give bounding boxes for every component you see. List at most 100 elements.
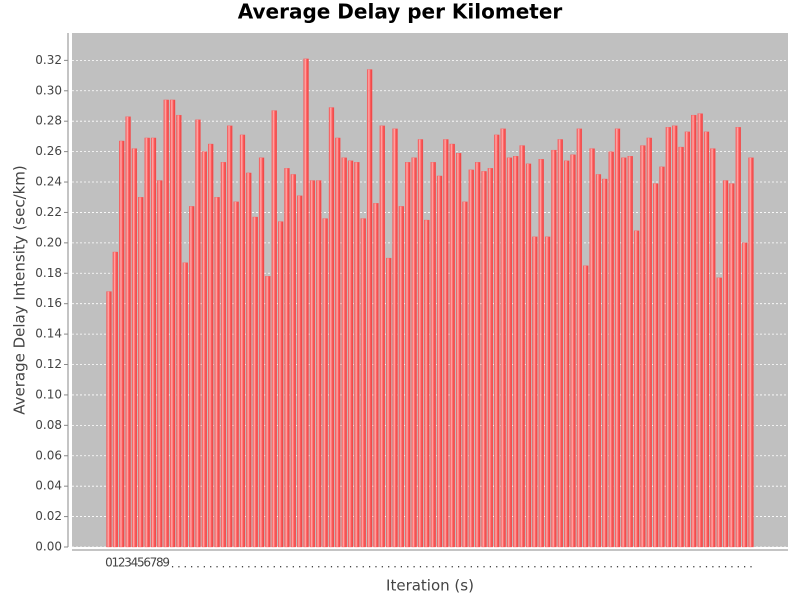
x-tick-stub (191, 566, 193, 568)
bar (665, 127, 671, 548)
bar (112, 251, 118, 548)
bar (233, 201, 239, 548)
y-tick-label: 0.24 (35, 175, 62, 189)
bar (449, 143, 455, 548)
x-tick-stub (254, 566, 256, 568)
x-tick-label: 6 (143, 556, 151, 570)
bar (659, 166, 665, 548)
x-tick-stub (648, 566, 650, 568)
bar (678, 146, 684, 548)
x-tick-stub (655, 566, 657, 568)
x-tick-stub (540, 566, 542, 568)
bar (354, 162, 360, 548)
bar (309, 180, 316, 548)
x-tick-stub (496, 566, 498, 568)
x-tick-stub (527, 566, 530, 568)
x-tick-stub (483, 566, 485, 568)
x-tick-stub (591, 566, 593, 568)
bar (748, 157, 754, 548)
x-tick-stub (737, 566, 739, 568)
bar (462, 201, 468, 548)
x-tick-stub (674, 566, 676, 568)
y-tick-label: 0.00 (35, 540, 62, 554)
bar (729, 183, 735, 548)
x-tick-stub (731, 566, 733, 568)
x-tick-stub (680, 566, 682, 568)
bar (627, 156, 633, 548)
x-tick-stub (451, 566, 453, 568)
x-tick-stub (171, 566, 174, 568)
bar (443, 139, 449, 548)
bar (411, 157, 417, 548)
y-tick-label: 0.30 (35, 83, 62, 97)
bar (583, 265, 589, 548)
bar (564, 160, 570, 548)
bar (163, 99, 169, 548)
x-tick-label: 1 (112, 556, 120, 570)
x-tick-stub (197, 566, 199, 568)
bar (125, 116, 131, 548)
x-tick-stub (184, 566, 186, 568)
bar (417, 139, 424, 548)
chart-title: Average Delay per Kilometer (238, 0, 563, 24)
x-tick-label: 8 (156, 556, 164, 570)
y-tick-label: 0.10 (35, 387, 62, 401)
x-tick-stub (623, 566, 625, 568)
bar (258, 157, 265, 548)
x-tick-label: 4 (131, 556, 139, 570)
x-tick-stub (572, 566, 574, 568)
y-tick-label: 0.08 (35, 418, 62, 432)
bar (455, 152, 462, 548)
x-tick-stub (750, 566, 752, 568)
x-tick-stub (566, 566, 568, 568)
bar (176, 114, 182, 548)
bar (220, 162, 227, 548)
bar (316, 180, 322, 548)
x-tick-stub (553, 566, 555, 568)
x-tick-stub (318, 566, 320, 568)
x-tick-stub (400, 566, 402, 568)
x-tick-stub (458, 566, 460, 568)
bar (468, 169, 474, 548)
bar (214, 197, 220, 548)
x-tick-stub (394, 566, 396, 568)
bar (303, 58, 309, 548)
x-tick-stub (324, 566, 326, 568)
x-tick-stub (546, 566, 549, 568)
bar (169, 99, 176, 548)
x-tick-stub (216, 566, 218, 568)
x-tick-label: 2 (118, 556, 126, 570)
y-tick-label: 0.26 (35, 144, 62, 158)
bar (392, 128, 398, 548)
x-tick-label: 9 (162, 556, 170, 570)
bar (633, 230, 640, 548)
bar (144, 137, 150, 548)
bar (106, 291, 112, 548)
bar (570, 154, 576, 548)
bar (360, 218, 366, 548)
x-tick-stub (375, 566, 377, 568)
bar (271, 110, 277, 548)
bar (608, 151, 614, 548)
x-tick-stub (241, 566, 244, 568)
y-tick-label: 0.32 (35, 53, 62, 67)
bar (653, 183, 659, 548)
x-tick-stub (369, 566, 371, 568)
y-tick-label: 0.12 (35, 357, 62, 371)
bar (500, 128, 506, 548)
x-tick-stub (502, 566, 504, 568)
bar (150, 137, 157, 548)
y-tick-label: 0.16 (35, 296, 62, 310)
x-tick-stub (661, 566, 663, 568)
bar (398, 206, 405, 548)
bar (589, 148, 595, 548)
bar (157, 180, 163, 548)
bar (341, 157, 347, 548)
bar (532, 236, 538, 548)
bar (252, 216, 258, 548)
x-tick-stub (438, 566, 441, 568)
bar (475, 162, 481, 548)
x-tick-stub (299, 566, 301, 568)
x-tick-stub (705, 566, 708, 568)
x-tick-stub (724, 566, 727, 568)
